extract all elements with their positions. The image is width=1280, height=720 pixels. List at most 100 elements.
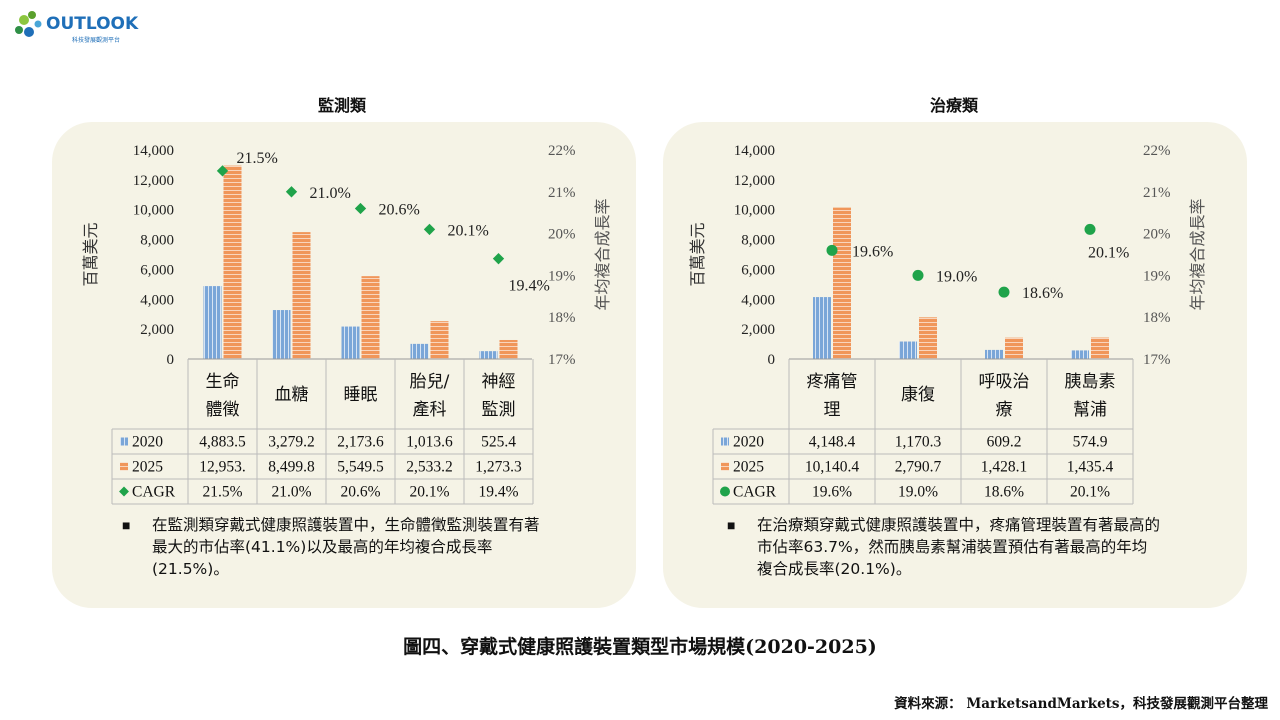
bar-2025: [1005, 337, 1023, 359]
table-cell-value: 1,013.6: [406, 434, 453, 451]
table-cell-value: 1,428.1: [981, 459, 1028, 476]
table-cell-value: 1,435.4: [1067, 459, 1114, 476]
bar-2020: [479, 351, 498, 359]
table-cell-value: 574.9: [1073, 434, 1108, 451]
therapy-note: 在治療類穿戴式健康照護裝置中，疼痛管理裝置有著最高的市佔率63.7%，然而胰島素…: [757, 516, 1161, 578]
bar-2020: [341, 326, 360, 359]
table-cell-value: 525.4: [481, 434, 516, 451]
y-axis-title: 百萬美元: [81, 222, 100, 286]
category-label: 監測: [482, 400, 516, 420]
bar-2020: [985, 349, 1003, 359]
y2-tick-label: 18%: [1143, 310, 1171, 326]
bullet-icon: ■: [727, 519, 736, 534]
table-cell-value: 19.6%: [812, 484, 852, 501]
y2-tick-label: 19%: [548, 268, 576, 284]
table-cell-value: 609.2: [987, 434, 1022, 451]
table-cell-value: 21.5%: [202, 484, 242, 501]
cagr-data-label: 20.6%: [379, 202, 420, 219]
table-cell-value: 18.6%: [984, 484, 1024, 501]
y-tick-label: 14,000: [133, 143, 174, 159]
y-tick-label: 10,000: [133, 203, 174, 219]
legend-swatch-2020: [721, 437, 729, 446]
outlook-logo: OUTLOOK 科技發展觀測平台: [12, 6, 138, 44]
figure-title: 圖四、穿戴式健康照護裝置類型市場規模(2020-2025): [403, 636, 877, 658]
category-label: 幫浦: [1073, 400, 1107, 420]
category-label: 體徵: [206, 400, 240, 420]
therapy-chart: 0 2,000 4,000 6,000 8,000 10,000 12,000 14,000 1…: [688, 143, 1207, 505]
cagr-data-label: 21.5%: [237, 150, 278, 167]
bar-2020: [203, 286, 222, 359]
logo-leaf-icon: [15, 11, 42, 37]
bar-2020: [899, 341, 917, 359]
right-panel-title: 治療類: [930, 96, 979, 115]
bar-2025: [1091, 337, 1109, 359]
legend-series-name: CAGR: [733, 484, 777, 501]
y2-tick-label: 22%: [548, 143, 576, 159]
bar-2025: [833, 207, 851, 359]
y2-tick-label: 19%: [1143, 268, 1171, 284]
y-tick-label: 6,000: [741, 262, 775, 278]
category-label: 疼痛管: [807, 372, 858, 392]
y-tick-label: 14,000: [734, 143, 775, 159]
category-label: 產科: [413, 400, 447, 420]
cagr-data-label: 19.6%: [852, 243, 893, 260]
y2-tick-label: 17%: [548, 352, 576, 368]
table-cell-value: 3,279.2: [268, 434, 315, 451]
table-cell-value: 2,173.6: [337, 434, 384, 451]
bar-2025: [361, 276, 380, 359]
table-cell-value: 2,533.2: [406, 459, 453, 476]
cagr-marker: [354, 202, 367, 215]
y-tick-label: 8,000: [741, 233, 775, 249]
legend-series-name: 2025: [132, 459, 163, 476]
y2-tick-label: 17%: [1143, 352, 1171, 368]
cagr-marker: [492, 253, 505, 265]
table-cell-value: 4,148.4: [809, 434, 856, 451]
source-note: 資料來源： MarketsandMarkets，科技發展觀測平台整理: [894, 696, 1268, 712]
legend-swatch-2025: [120, 462, 128, 471]
legend-swatch-cagr: [720, 486, 730, 497]
cagr-data-label: 19.4%: [509, 278, 550, 295]
y-tick-label: 10,000: [734, 203, 775, 219]
category-label: 血糖: [275, 385, 309, 405]
table-cell-value: 12,953.: [199, 459, 246, 476]
therapy-panel: 0 2,000 4,000 6,000 8,000 10,000 12,000 14,000 1…: [663, 122, 1247, 608]
cagr-marker: [423, 223, 436, 236]
y2-tick-label: 20%: [548, 227, 576, 243]
category-label: 療: [996, 400, 1013, 420]
table-cell-value: 20.1%: [1070, 484, 1110, 501]
category-label: 理: [824, 400, 841, 420]
y2-axis-title: 年均複合成長率: [593, 198, 612, 310]
table-cell-value: 10,140.4: [805, 459, 860, 476]
y-tick-label: 12,000: [734, 173, 775, 189]
y2-tick-label: 22%: [1143, 143, 1171, 159]
cagr-data-label: 19.0%: [936, 268, 977, 285]
bar-2025: [919, 317, 937, 359]
legend-swatch-2025: [721, 462, 729, 471]
table-cell-value: 20.1%: [409, 484, 449, 501]
logo-text: OUTLOOK: [46, 14, 139, 34]
left-panel-title: 監測類: [318, 96, 367, 115]
category-label: 睡眠: [344, 385, 378, 405]
monitoring-panel: 0 2,000 4,000 6,000 8,000 10,000 12,000 14,000 1…: [52, 122, 636, 608]
bar-2020: [1071, 350, 1089, 359]
y2-tick-label: 21%: [1143, 185, 1171, 201]
y-tick-label: 2,000: [741, 322, 775, 338]
y-tick-label: 12,000: [133, 173, 174, 189]
bar-2020: [410, 343, 429, 359]
category-label: 生命: [206, 372, 240, 392]
monitoring-chart: 0 2,000 4,000 6,000 8,000 10,000 12,000 14,000 1…: [81, 143, 612, 505]
category-label: 康復: [901, 385, 935, 405]
bar-2025: [499, 339, 518, 359]
y2-tick-label: 20%: [1143, 227, 1171, 243]
cagr-data-label: 18.6%: [1022, 285, 1063, 302]
y-tick-label: 2,000: [140, 322, 174, 338]
bar-2025: [430, 321, 449, 359]
table-cell-value: 1,273.3: [475, 459, 522, 476]
cagr-data-label: 20.1%: [448, 222, 489, 239]
cagr-marker: [285, 186, 298, 198]
y-tick-label: 4,000: [140, 292, 174, 308]
legend-swatch-cagr: [119, 486, 129, 497]
monitoring-note: 在監測類穿戴式健康照護裝置中，生命體徵監測裝置有著最大的市佔率(41.1%)以及…: [152, 516, 540, 578]
legend-series-name: 2020: [132, 434, 163, 451]
y-tick-label: 8,000: [140, 233, 174, 249]
